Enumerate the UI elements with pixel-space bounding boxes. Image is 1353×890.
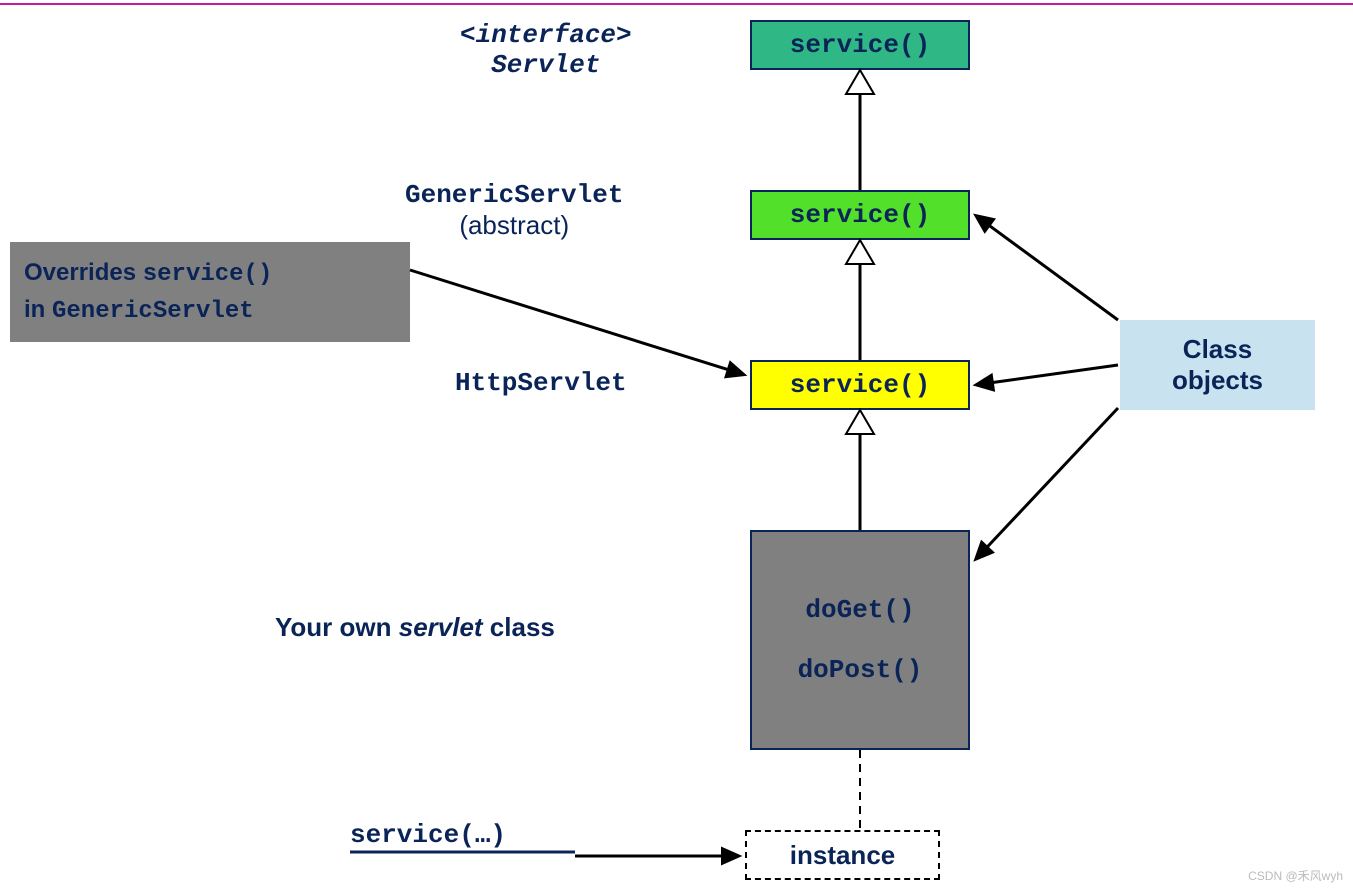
overrides-line1: Overrides service() [24, 259, 272, 288]
interface-label-line2: Servlet [460, 50, 632, 80]
interface-service-text: service() [790, 30, 930, 60]
overrides-mono2: GenericServlet [52, 298, 254, 325]
instance-box: instance [745, 830, 940, 880]
watermark: CSDN @禾风wyh [1248, 867, 1343, 884]
http-label: HttpServlet [455, 368, 627, 398]
interface-service-box: service() [750, 20, 970, 70]
overrides-line2: in GenericServlet [24, 296, 254, 325]
class-objects-line1: Class [1183, 334, 1252, 365]
instance-text: instance [790, 840, 896, 871]
generic-label-line2: (abstract) [405, 210, 623, 241]
class-objects-box: Class objects [1120, 320, 1315, 410]
overrides-mid: in [24, 296, 52, 323]
arrows-layer [0, 0, 1353, 890]
http-label-text: HttpServlet [455, 368, 627, 398]
generic-label: GenericServlet (abstract) [405, 180, 623, 241]
own-servlet-box: doGet() doPost() [750, 530, 970, 750]
own-servlet-label: Your own servlet class [275, 612, 555, 643]
service-call-text: service(…) [350, 820, 506, 850]
overrides-pre: Overrides [24, 259, 143, 286]
generic-service-text: service() [790, 200, 930, 230]
service-call-label: service(…) [350, 820, 506, 850]
top-divider [0, 3, 1353, 5]
interface-label: <interface> Servlet [460, 20, 632, 80]
own-dopost-text: doPost() [798, 655, 923, 685]
own-label-post: class [483, 612, 555, 642]
generic-label-line1: GenericServlet [405, 180, 623, 210]
own-doget-text: doGet() [805, 595, 914, 625]
interface-label-line1: <interface> [460, 20, 632, 50]
overrides-box: Overrides service() in GenericServlet [10, 242, 410, 342]
overrides-mono1: service() [143, 261, 273, 288]
generic-service-box: service() [750, 190, 970, 240]
http-service-text: service() [790, 370, 930, 400]
class-objects-line2: objects [1172, 365, 1263, 396]
own-label-italic: servlet [399, 612, 483, 642]
watermark-text: CSDN @禾风wyh [1248, 869, 1343, 883]
own-label-pre: Your own [275, 612, 399, 642]
http-service-box: service() [750, 360, 970, 410]
